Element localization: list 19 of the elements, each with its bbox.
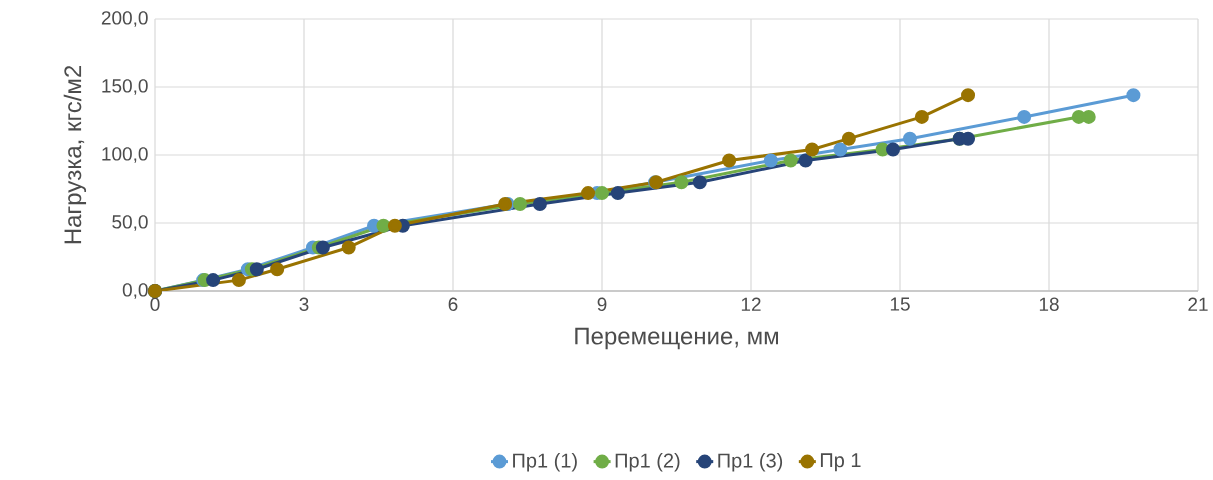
legend-label: Пр1 (3) [718,452,783,472]
legend-label: Пр 1 [820,453,861,472]
x-tick-label: 0 [150,297,160,311]
x-tick-label: 12 [741,297,761,311]
x-tick-label: 15 [890,297,910,311]
y-tick-label: 150,0 [102,79,148,95]
y-tick-label: 50,0 [112,215,148,231]
y-tick-label: 200,0 [101,11,148,27]
legend-label: Пр1 (1) [513,452,577,472]
x-tick-label: 18 [1039,297,1059,311]
y-tick-label: 0,0 [122,283,148,299]
x-tick-label: 9 [597,297,607,311]
x-tick-label: 21 [1188,297,1208,311]
x-axis-title: Перемещение, мм [575,327,778,350]
x-tick-label: 6 [448,297,458,311]
legend-label: Пр1 (2) [615,452,680,472]
x-tick-label: 3 [299,297,309,311]
y-axis-title: Нагрузка, кгс/м2 [63,65,87,244]
y-tick-label: 100,0 [102,147,148,163]
